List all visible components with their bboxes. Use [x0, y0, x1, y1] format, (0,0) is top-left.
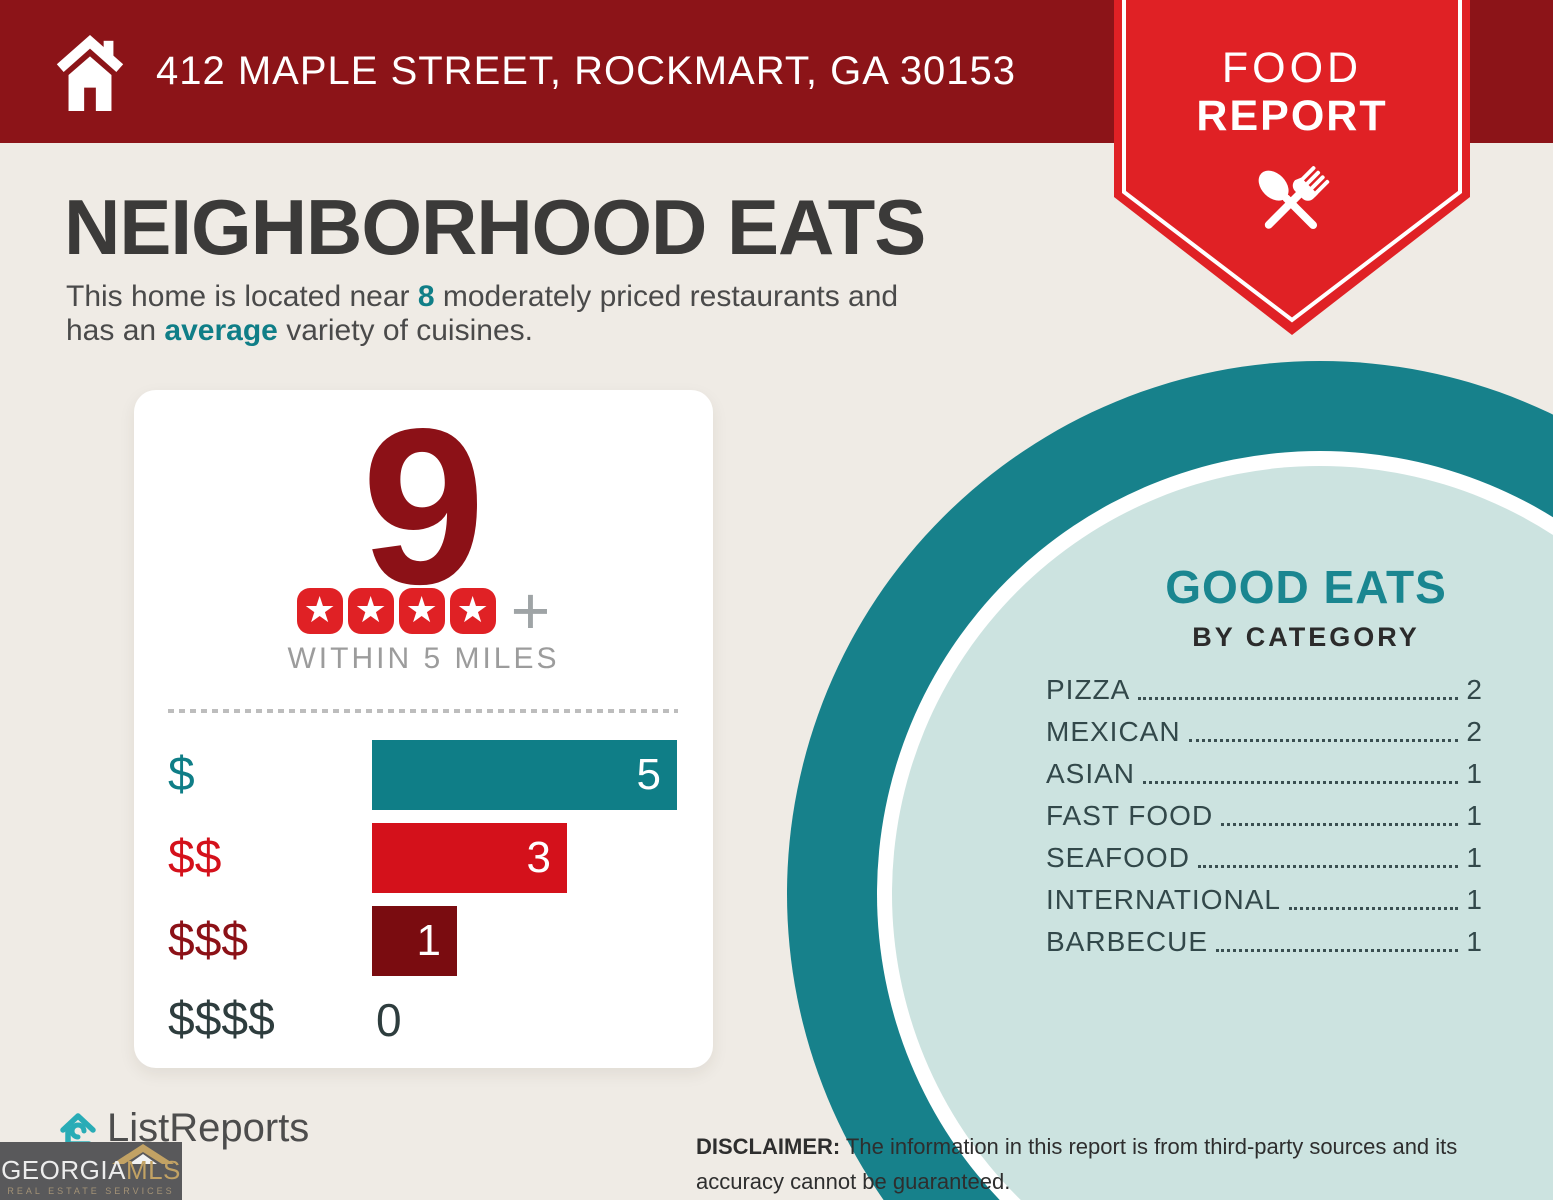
- circle-white-ring: [877, 451, 1553, 1200]
- category-row: INTERNATIONAL 1: [1046, 879, 1483, 921]
- category-name: MEXICAN: [1046, 716, 1181, 747]
- restaurant-count-highlight: 8: [417, 280, 435, 313]
- star-glyph: ★: [405, 588, 438, 630]
- star-glyph: ★: [303, 588, 336, 630]
- category-row: BARBECUE 1: [1046, 921, 1483, 963]
- category-list: PIZZA 2 MEXICAN 2 ASIAN 1 FAST FOOD 1 SEAFOOD 1 IN…: [1046, 669, 1483, 963]
- gold-roof-icon: [112, 1144, 174, 1164]
- good-eats-heading: GOOD EATS BY CATEGORY: [1026, 560, 1553, 653]
- good-eats-title: GOOD EATS: [1165, 561, 1447, 613]
- bar-area: 5: [372, 740, 678, 810]
- georgia-mls-wordmark: GEORGIAMLS: [0, 1155, 182, 1186]
- dotted-leader: [1216, 949, 1459, 952]
- rating-stars: ★ ★ ★ ★ +: [134, 573, 713, 649]
- category-count: 1: [1466, 842, 1483, 873]
- category-count: 2: [1466, 674, 1483, 705]
- intro-part2: moderately priced restaurants and: [434, 280, 899, 313]
- georgia-text: GEORGIA: [1, 1155, 126, 1185]
- plus-icon: +: [510, 573, 551, 649]
- intro-line2-pre: has an: [66, 314, 165, 347]
- dotted-leader: [1138, 697, 1459, 700]
- dotted-leader: [1143, 781, 1459, 784]
- dotted-leader: [1197, 865, 1459, 868]
- category-name: BARBECUE: [1046, 926, 1209, 957]
- disclaimer-label: DISCLAIMER:: [696, 1134, 841, 1159]
- price-row: $$$ 1: [168, 906, 678, 976]
- bar-value: 3: [526, 833, 551, 882]
- price-label: $$$: [168, 914, 249, 967]
- intro-part1: This home is located near: [66, 280, 418, 313]
- bar-area: 1: [372, 906, 678, 976]
- restaurant-count: 9: [361, 383, 486, 631]
- star-icon: ★: [449, 588, 496, 634]
- bar-area: 0: [372, 985, 678, 1055]
- category-count: 1: [1466, 800, 1483, 831]
- price-label: $$$$: [168, 993, 275, 1046]
- stats-card: 9 ★ ★ ★ ★ + WITHIN 5 MILES $5 $$ 3 $$$ 1 $$$$ 0: [134, 390, 713, 1068]
- disclaimer: DISCLAIMER: The information in this repo…: [696, 1129, 1526, 1199]
- category-count: 1: [1466, 926, 1483, 957]
- property-address: 412 MAPLE STREET, ROCKMART, GA 30153: [156, 49, 1017, 93]
- category-row: MEXICAN 2: [1046, 711, 1483, 753]
- price-row: $$ 3: [168, 823, 678, 893]
- category-row: ASIAN 1: [1046, 753, 1483, 795]
- star-icon: ★: [296, 588, 343, 634]
- star-glyph: ★: [354, 588, 387, 630]
- spoon-fork-icon: [1258, 166, 1330, 230]
- ribbon-title-food: FOOD: [1221, 44, 1363, 92]
- dotted-leader: [1288, 907, 1459, 910]
- category-count: 1: [1466, 884, 1483, 915]
- price-bar: 3: [372, 823, 567, 893]
- category-name: INTERNATIONAL: [1046, 884, 1281, 915]
- home-icon: [56, 34, 124, 112]
- bar-value-zero: 0: [376, 994, 402, 1046]
- intro-part3: variety of cuisines.: [277, 314, 533, 347]
- bar-area: 3: [372, 823, 678, 893]
- price-row: $5: [168, 740, 678, 810]
- category-name: FAST FOOD: [1046, 800, 1214, 831]
- category-row: FAST FOOD 1: [1046, 795, 1483, 837]
- price-label: $$: [168, 831, 222, 884]
- star-icon: ★: [398, 588, 445, 634]
- disclaimer-line1: The information in this report is from t…: [840, 1134, 1458, 1159]
- dotted-leader: [1221, 823, 1459, 826]
- dotted-leader: [1188, 739, 1459, 742]
- price-row: $$$$ 0: [168, 985, 678, 1055]
- price-level-chart: $5 $$ 3 $$$ 1 $$$$ 0: [168, 740, 678, 1055]
- star-icon: ★: [347, 588, 394, 634]
- ribbon-banner-shape: [1114, 0, 1470, 335]
- dashed-divider: [168, 709, 678, 713]
- food-report-ribbon: FOOD REPORT: [1114, 0, 1470, 340]
- disclaimer-line2: accuracy cannot be guaranteed.: [696, 1169, 1011, 1194]
- ribbon-title-report: REPORT: [1196, 92, 1388, 140]
- price-bar: 5: [372, 740, 677, 810]
- star-glyph: ★: [456, 588, 489, 630]
- category-row: PIZZA 2: [1046, 669, 1483, 711]
- category-name: ASIAN: [1046, 758, 1136, 789]
- bar-value: 1: [416, 916, 441, 965]
- category-name: SEAFOOD: [1046, 842, 1190, 873]
- good-eats-subtitle: BY CATEGORY: [1192, 622, 1420, 652]
- real-estate-services-text: REAL ESTATE SERVICES: [7, 1186, 175, 1196]
- georgia-mls-logo: GEORGIAMLS REAL ESTATE SERVICES: [0, 1142, 182, 1200]
- page-title: NEIGHBORHOOD EATS: [64, 183, 926, 271]
- variety-highlight: average: [164, 314, 278, 347]
- price-bar: 1: [372, 906, 457, 976]
- category-count: 2: [1466, 716, 1483, 747]
- category-count: 1: [1466, 758, 1483, 789]
- intro-text: This home is located near 8 moderately p…: [66, 280, 1076, 348]
- category-name: PIZZA: [1046, 674, 1131, 705]
- radius-label: WITHIN 5 MILES: [287, 642, 560, 675]
- category-row: SEAFOOD 1: [1046, 837, 1483, 879]
- bar-value: 5: [636, 750, 661, 799]
- price-label: $: [168, 748, 195, 801]
- mls-text: MLS: [125, 1155, 181, 1185]
